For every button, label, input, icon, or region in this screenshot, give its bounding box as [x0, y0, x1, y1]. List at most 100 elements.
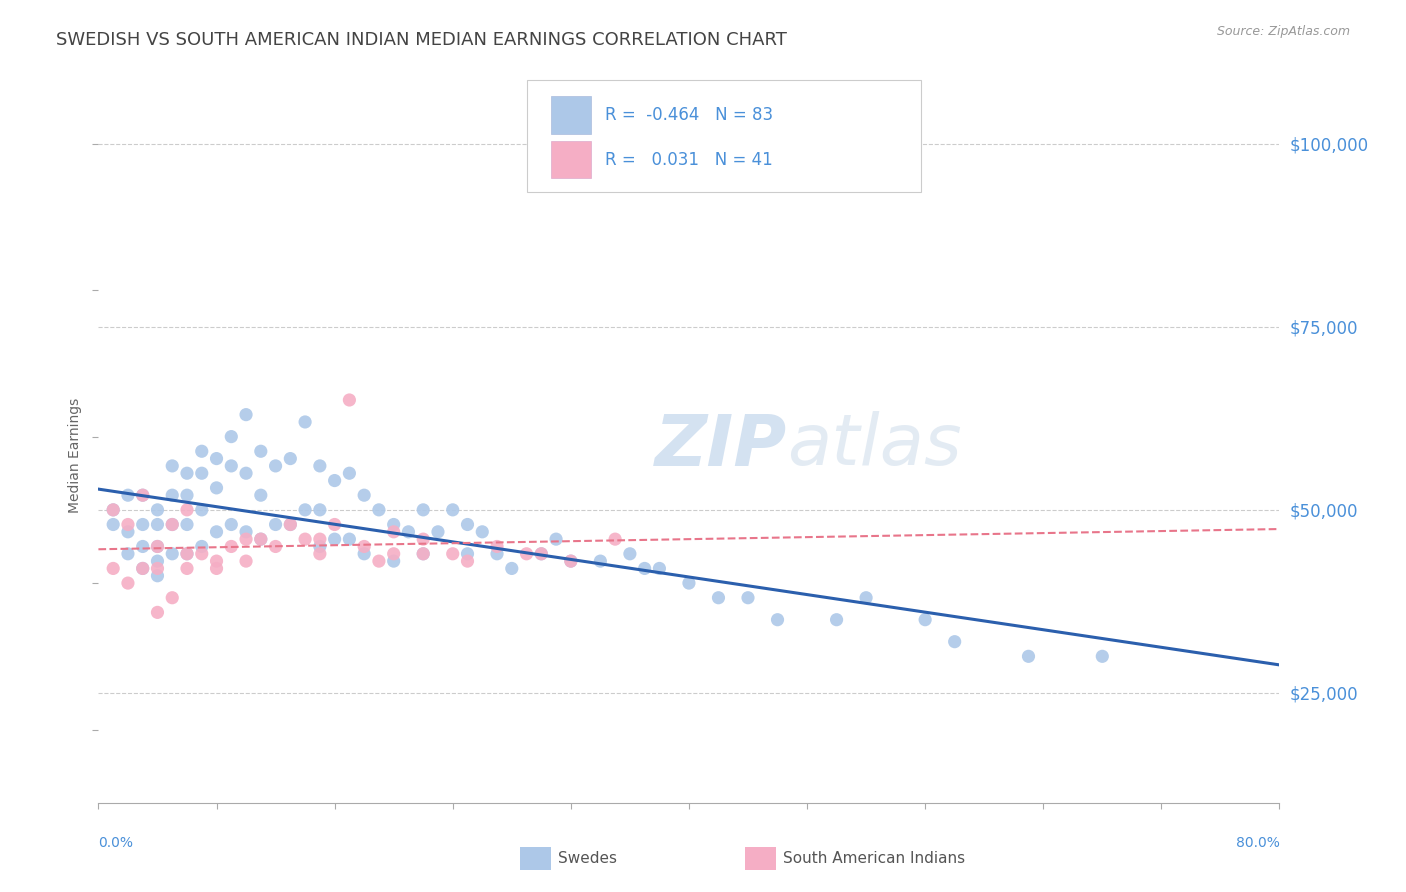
Point: [530, 547, 553, 561]
Point: [117, 517, 139, 532]
Point: [412, 547, 434, 561]
Point: [309, 532, 332, 546]
Point: [103, 503, 125, 517]
Point: [219, 540, 242, 554]
Point: [146, 540, 169, 554]
Point: [278, 517, 302, 532]
Point: [294, 415, 316, 429]
Point: [471, 524, 494, 539]
Point: [412, 532, 434, 546]
Point: [515, 547, 537, 561]
Text: R =   0.031   N = 41: R = 0.031 N = 41: [605, 151, 772, 169]
Point: [176, 561, 198, 575]
Text: SWEDISH VS SOUTH AMERICAN INDIAN MEDIAN EARNINGS CORRELATION CHART: SWEDISH VS SOUTH AMERICAN INDIAN MEDIAN …: [56, 31, 787, 49]
Point: [117, 488, 139, 502]
Point: [146, 540, 169, 554]
Point: [191, 547, 214, 561]
Text: 80.0%: 80.0%: [1236, 836, 1279, 850]
Point: [162, 517, 183, 532]
Point: [191, 503, 214, 517]
Point: [441, 547, 464, 561]
Point: [382, 524, 405, 539]
Point: [103, 517, 125, 532]
Point: [235, 524, 257, 539]
Point: [264, 540, 287, 554]
Point: [235, 532, 257, 546]
Point: [146, 606, 169, 620]
Point: [339, 532, 360, 546]
Point: [146, 554, 169, 568]
Text: atlas: atlas: [787, 411, 962, 481]
Point: [235, 467, 257, 481]
Point: [250, 488, 273, 502]
Point: [368, 554, 391, 568]
Text: South American Indians: South American Indians: [783, 851, 966, 865]
Text: Source: ZipAtlas.com: Source: ZipAtlas.com: [1216, 25, 1350, 38]
Point: [146, 561, 169, 575]
Point: [825, 613, 848, 627]
Point: [456, 547, 478, 561]
Point: [382, 517, 405, 532]
Point: [323, 474, 346, 488]
Point: [589, 554, 612, 568]
Point: [132, 561, 155, 575]
Point: [132, 561, 155, 575]
Point: [205, 554, 228, 568]
Point: [501, 561, 523, 575]
Point: [323, 517, 346, 532]
Point: [103, 561, 125, 575]
Point: [323, 532, 346, 546]
Text: 0.0%: 0.0%: [98, 836, 134, 850]
Point: [368, 503, 391, 517]
Point: [162, 591, 183, 605]
Point: [278, 451, 302, 466]
Point: [396, 524, 419, 539]
Point: [633, 561, 655, 575]
Point: [294, 503, 316, 517]
Point: [250, 444, 273, 458]
Point: [382, 547, 405, 561]
Point: [737, 591, 759, 605]
Point: [605, 532, 627, 546]
Point: [205, 481, 228, 495]
Point: [176, 547, 198, 561]
Point: [309, 503, 332, 517]
Point: [146, 517, 169, 532]
Point: [103, 503, 125, 517]
Point: [264, 517, 287, 532]
Point: [486, 547, 509, 561]
Point: [176, 517, 198, 532]
Point: [456, 554, 478, 568]
Point: [441, 503, 464, 517]
Point: [146, 568, 169, 582]
Point: [205, 524, 228, 539]
Point: [219, 458, 242, 473]
Point: [546, 532, 568, 546]
Point: [132, 517, 155, 532]
Point: [235, 408, 257, 422]
Point: [1091, 649, 1114, 664]
Point: [560, 554, 582, 568]
Point: [132, 488, 155, 502]
Point: [339, 392, 360, 407]
Point: [309, 547, 332, 561]
Point: [162, 458, 183, 473]
Point: [132, 540, 155, 554]
Point: [766, 613, 789, 627]
Point: [117, 547, 139, 561]
Point: [219, 429, 242, 443]
Text: ZIP: ZIP: [655, 411, 787, 481]
Text: R =  -0.464   N = 83: R = -0.464 N = 83: [605, 106, 773, 124]
Point: [250, 532, 273, 546]
Point: [707, 591, 730, 605]
Point: [353, 547, 375, 561]
Point: [162, 517, 183, 532]
Point: [619, 547, 641, 561]
Point: [648, 561, 671, 575]
Point: [353, 488, 375, 502]
Point: [117, 576, 139, 591]
Point: [560, 554, 582, 568]
Point: [486, 540, 509, 554]
Point: [530, 547, 553, 561]
Point: [250, 532, 273, 546]
